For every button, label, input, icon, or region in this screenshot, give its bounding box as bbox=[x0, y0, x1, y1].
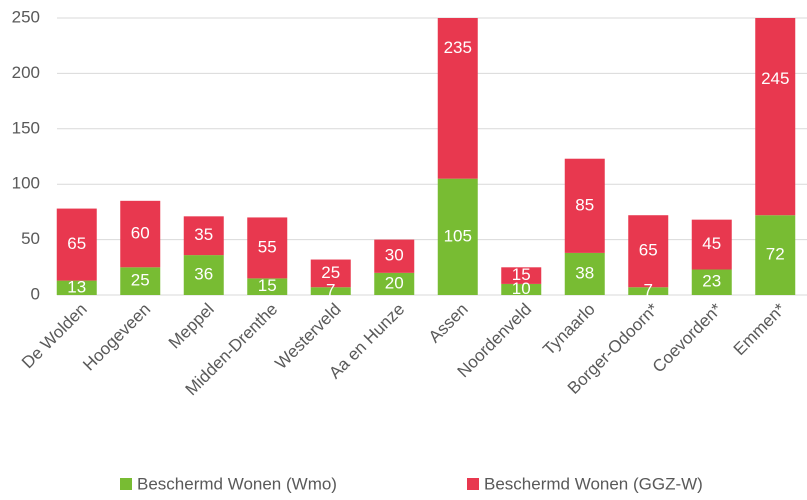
grid bbox=[57, 17, 807, 296]
bars bbox=[56, 18, 796, 295]
bar-segment bbox=[56, 208, 97, 281]
value-label: 65 bbox=[67, 234, 86, 253]
bar-segment bbox=[120, 200, 161, 268]
value-label: 15 bbox=[512, 265, 531, 284]
y-tick-label: 0 bbox=[31, 284, 40, 303]
value-label: 20 bbox=[385, 273, 404, 292]
bar-segment bbox=[691, 269, 732, 295]
legend-label: Beschermd Wonen (Wmo) bbox=[137, 474, 337, 493]
value-label: 55 bbox=[258, 237, 277, 256]
x-tick-label: Tynaarlo bbox=[539, 300, 599, 360]
bar-segment bbox=[564, 158, 605, 253]
value-label: 7 bbox=[644, 281, 653, 300]
bar-segment bbox=[755, 215, 796, 295]
value-label: 36 bbox=[194, 265, 213, 284]
bar-segment bbox=[564, 252, 605, 295]
bar-segment bbox=[628, 287, 669, 295]
value-label: 7 bbox=[326, 281, 335, 300]
value-label: 23 bbox=[702, 272, 721, 291]
legend-swatch bbox=[467, 478, 479, 490]
bar-segment bbox=[56, 280, 97, 295]
x-tick-label: Emmen* bbox=[730, 299, 790, 359]
legend-label: Beschermd Wonen (GGZ-W) bbox=[484, 474, 703, 493]
bar-segment bbox=[247, 278, 288, 295]
bar-segment bbox=[691, 219, 732, 270]
bar-segment bbox=[120, 267, 161, 295]
bar-segment bbox=[501, 267, 542, 284]
y-tick-label: 100 bbox=[12, 174, 40, 193]
y-tick-label: 50 bbox=[21, 229, 40, 248]
value-label: 45 bbox=[702, 234, 721, 253]
bar-segment bbox=[374, 239, 415, 273]
value-label: 30 bbox=[385, 246, 404, 265]
x-tick-label: Hoogeveen bbox=[79, 300, 154, 375]
value-label: 10 bbox=[512, 279, 531, 298]
value-label: 25 bbox=[321, 263, 340, 282]
value-label: 35 bbox=[194, 225, 213, 244]
bar-segment bbox=[755, 18, 796, 216]
bar-segment bbox=[437, 178, 478, 295]
y-tick-label: 200 bbox=[12, 63, 40, 82]
value-label: 60 bbox=[131, 224, 150, 243]
legend-swatch bbox=[120, 478, 132, 490]
bar-segment bbox=[628, 215, 669, 288]
value-label: 105 bbox=[444, 226, 472, 245]
value-label: 72 bbox=[766, 245, 785, 264]
bar-segment bbox=[310, 259, 351, 288]
value-label: 235 bbox=[444, 38, 472, 57]
value-label: 245 bbox=[761, 69, 789, 88]
bar-segment bbox=[374, 272, 415, 295]
x-tick-label: Assen bbox=[425, 300, 472, 347]
x-tick-label: Meppel bbox=[165, 300, 218, 353]
value-label: 85 bbox=[575, 195, 594, 214]
value-label: 15 bbox=[258, 276, 277, 295]
bar-segment bbox=[183, 216, 224, 256]
bar-segment bbox=[501, 283, 542, 295]
x-tick-label: Coevorden* bbox=[649, 299, 726, 376]
value-label: 13 bbox=[67, 277, 86, 296]
y-tick-label: 150 bbox=[12, 118, 40, 137]
value-label: 65 bbox=[639, 241, 658, 260]
y-tick-label: 250 bbox=[12, 7, 40, 26]
bar-segment bbox=[437, 18, 478, 179]
value-label: 38 bbox=[575, 263, 594, 282]
bar-segment bbox=[183, 255, 224, 295]
bar-segment bbox=[247, 217, 288, 279]
bar-segment bbox=[310, 287, 351, 295]
value-label: 25 bbox=[131, 271, 150, 290]
